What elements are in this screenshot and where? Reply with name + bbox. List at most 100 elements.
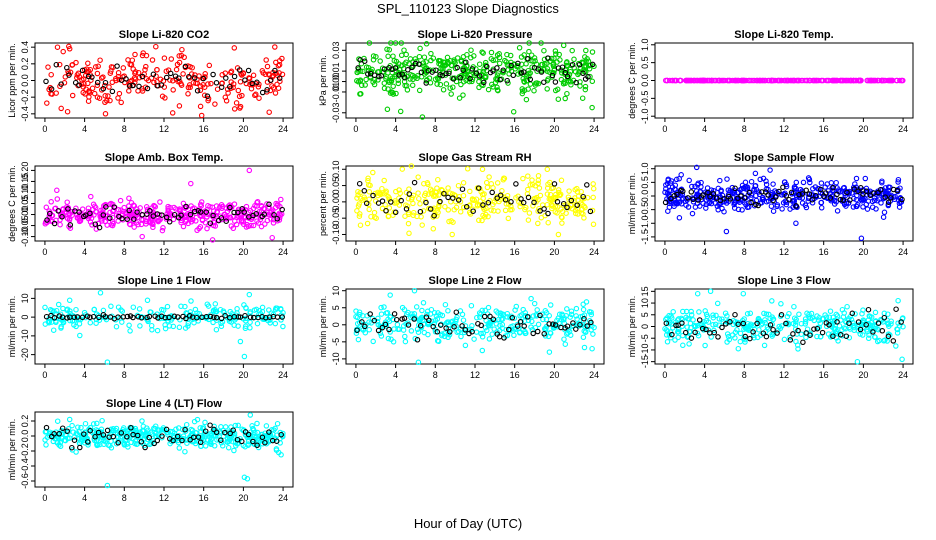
data-point bbox=[384, 106, 391, 113]
data-point-black bbox=[513, 181, 519, 187]
data-point-black bbox=[218, 437, 224, 443]
data-point bbox=[881, 77, 887, 84]
data-point bbox=[131, 75, 138, 81]
data-point bbox=[272, 320, 279, 327]
data-point bbox=[871, 195, 878, 201]
x-tick-label: 8 bbox=[433, 247, 438, 257]
data-point bbox=[275, 62, 282, 69]
data-point bbox=[99, 417, 105, 424]
data-point-black bbox=[568, 197, 575, 204]
data-point bbox=[408, 72, 414, 78]
data-point-black bbox=[210, 212, 216, 219]
data-point-black bbox=[521, 323, 527, 329]
data-point bbox=[863, 327, 870, 333]
data-point bbox=[565, 74, 572, 81]
x-tick-label: 12 bbox=[159, 370, 169, 380]
data-point bbox=[472, 71, 479, 77]
panel-title: Slope Li-820 CO2 bbox=[119, 29, 209, 41]
data-point-black bbox=[469, 66, 476, 72]
data-point-outlier bbox=[66, 416, 73, 423]
data-point-outlier bbox=[370, 169, 376, 176]
data-point-black bbox=[680, 188, 686, 195]
data-point-black bbox=[124, 434, 130, 440]
data-point bbox=[445, 185, 451, 191]
data-point bbox=[387, 314, 393, 320]
data-point bbox=[488, 207, 494, 213]
data-point bbox=[541, 47, 547, 54]
data-point bbox=[766, 311, 772, 318]
data-point bbox=[528, 52, 535, 58]
data-point-black bbox=[843, 333, 850, 339]
data-point bbox=[590, 185, 597, 192]
data-point bbox=[144, 208, 151, 215]
data-point bbox=[385, 70, 391, 76]
data-point bbox=[248, 222, 254, 229]
y-tick-label: 0.5 bbox=[640, 176, 650, 189]
data-point bbox=[143, 52, 150, 59]
data-point bbox=[724, 77, 731, 84]
data-point bbox=[517, 329, 523, 335]
data-point bbox=[748, 194, 754, 201]
data-point-black bbox=[65, 206, 71, 212]
data-point bbox=[526, 40, 532, 46]
data-point-black bbox=[87, 314, 93, 321]
data-point-outlier bbox=[680, 342, 686, 349]
data-point bbox=[406, 230, 412, 237]
data-point bbox=[525, 217, 532, 223]
data-point bbox=[785, 77, 791, 84]
data-point-black bbox=[227, 204, 233, 211]
data-point-black bbox=[450, 76, 457, 82]
data-point bbox=[129, 57, 136, 63]
data-point bbox=[580, 306, 587, 313]
series-points bbox=[42, 290, 286, 365]
data-point-black bbox=[51, 315, 58, 321]
data-point bbox=[69, 92, 76, 99]
data-point-black bbox=[186, 313, 193, 319]
data-point bbox=[872, 309, 879, 316]
data-point bbox=[759, 77, 766, 84]
data-point bbox=[254, 320, 261, 327]
data-point bbox=[375, 321, 382, 328]
data-point-black bbox=[182, 426, 188, 433]
data-point bbox=[397, 108, 404, 115]
data-point-black bbox=[417, 322, 424, 329]
data-point-black bbox=[381, 66, 388, 72]
data-point bbox=[142, 66, 148, 73]
data-point bbox=[719, 205, 725, 212]
data-point-black bbox=[497, 76, 503, 83]
data-point bbox=[477, 198, 484, 204]
data-point bbox=[732, 77, 739, 84]
data-point-black bbox=[266, 314, 273, 320]
data-point bbox=[529, 177, 535, 183]
data-point bbox=[703, 201, 710, 208]
data-point bbox=[793, 316, 799, 323]
data-point bbox=[841, 200, 848, 206]
data-point bbox=[435, 176, 441, 183]
data-point-black bbox=[163, 426, 170, 433]
data-point-black bbox=[370, 192, 376, 199]
data-point bbox=[550, 60, 557, 67]
data-point-black bbox=[484, 63, 490, 70]
data-point bbox=[434, 81, 440, 87]
data-point bbox=[435, 204, 442, 210]
data-point bbox=[582, 328, 589, 335]
data-point bbox=[218, 439, 225, 446]
y-tick-label: -5 bbox=[640, 334, 650, 342]
data-point-black bbox=[110, 433, 117, 440]
data-point bbox=[447, 85, 453, 91]
data-point-black bbox=[266, 201, 272, 208]
data-point bbox=[894, 330, 901, 336]
x-tick-label: 4 bbox=[82, 370, 87, 380]
data-point bbox=[107, 97, 113, 104]
data-point bbox=[417, 201, 423, 207]
data-point-black bbox=[271, 212, 277, 218]
data-point bbox=[568, 308, 575, 314]
data-point-black bbox=[806, 191, 813, 197]
y-tick-label: 0.5 bbox=[640, 56, 650, 69]
data-point-black bbox=[735, 321, 741, 328]
data-point-black bbox=[531, 199, 537, 206]
x-tick-label: 12 bbox=[159, 124, 169, 134]
data-point bbox=[55, 439, 61, 446]
data-point-black bbox=[692, 329, 698, 336]
data-point-black bbox=[138, 439, 145, 445]
